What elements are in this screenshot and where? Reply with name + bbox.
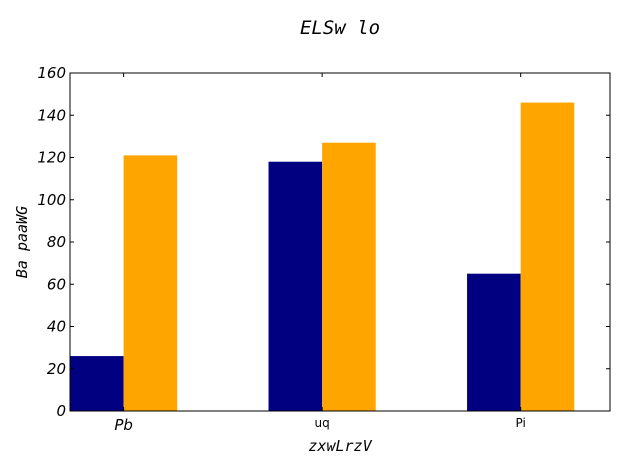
- x-tick-label-Pi: Pi: [516, 416, 526, 430]
- y-tick-label: 20: [47, 360, 66, 378]
- y-tick-label: 160: [37, 64, 66, 82]
- x-tick-label-uq: uq: [315, 416, 330, 430]
- y-tick-label: 0: [56, 402, 66, 420]
- y-axis-label: Ba paaWG: [13, 206, 31, 278]
- chart-title: ELSw lo: [300, 17, 380, 39]
- bars-group: [70, 102, 575, 411]
- bar-series2-Pi: [520, 102, 575, 411]
- y-tick-label: 60: [47, 275, 66, 293]
- x-axis-label: zxwLrzV: [308, 437, 372, 455]
- x-tick-label-Pb: Pb: [114, 416, 133, 434]
- bar-series1-uq: [268, 161, 323, 411]
- y-tick-label: 100: [37, 191, 66, 209]
- bar-series2-uq: [322, 142, 376, 411]
- bar-series1-Pb: [70, 356, 124, 411]
- y-axis: 0 20 40 60 80 100 120 140 160: [37, 64, 610, 420]
- y-tick-label: 80: [47, 233, 66, 251]
- y-tick-label: 40: [47, 318, 66, 336]
- y-tick-label: 120: [37, 149, 66, 167]
- y-tick-label: 140: [37, 106, 66, 124]
- x-axis: Pb uq Pi: [114, 73, 526, 434]
- bar-series1-Pi: [467, 273, 521, 411]
- bar-series2-Pb: [123, 155, 178, 411]
